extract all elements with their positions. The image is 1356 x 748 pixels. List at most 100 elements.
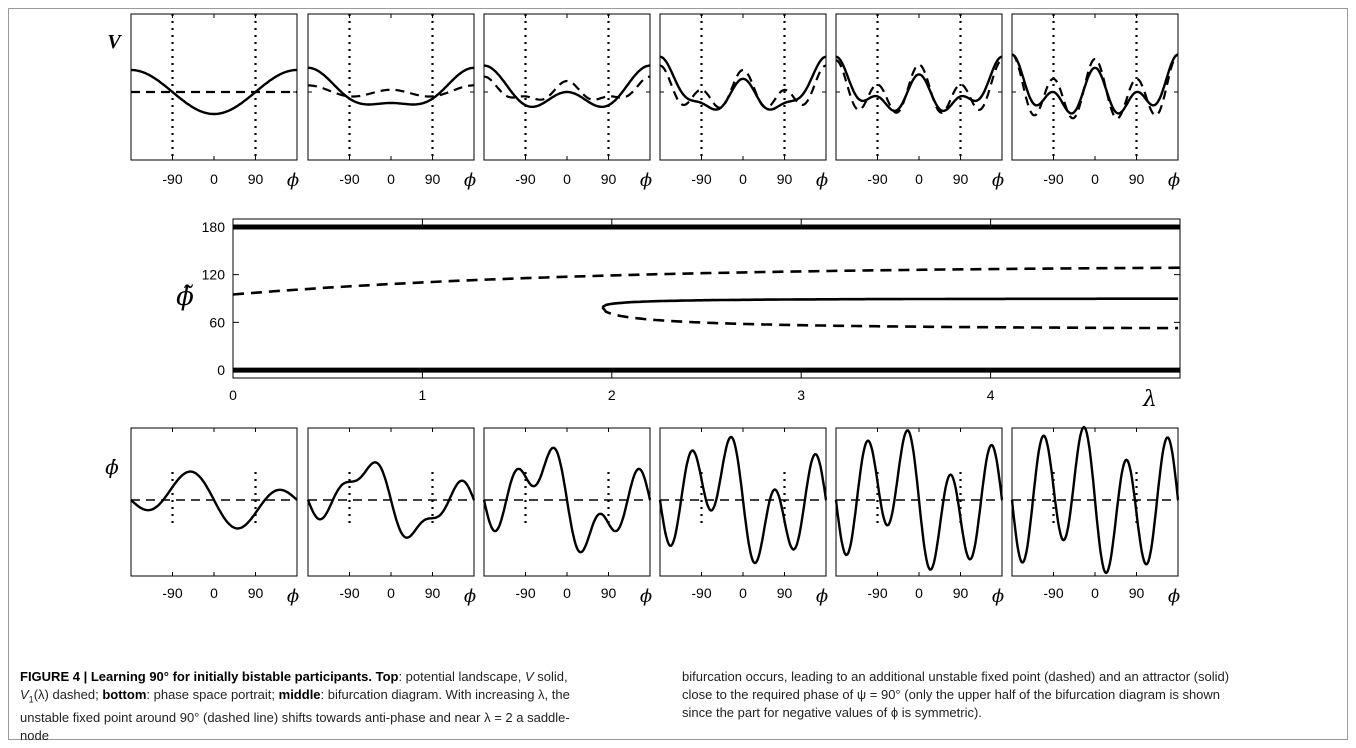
bottom-panel-curve — [1010, 425, 1180, 575]
top-panel-frame — [307, 13, 475, 161]
top-panel-curve-V — [659, 55, 827, 111]
top-tick-label: 0 — [915, 171, 923, 187]
figure-4: -90 0 90 ϕ -90 0 90 ϕ -90 0 90 ϕ -90 0 90 ϕ -90 0 90 ϕ -90 0 9… — [105, 13, 1181, 607]
caption-bottom-label: bottom — [102, 687, 147, 702]
bottom-panel-curve — [482, 446, 652, 554]
middle-x-tick-label: 3 — [797, 387, 805, 403]
caption-v1-sub: 1 — [28, 694, 34, 705]
bottom-x-label: ϕ — [1168, 586, 1180, 607]
middle-y-tick-label: 60 — [209, 314, 225, 330]
top-panel-curve-V — [1011, 53, 1179, 115]
middle-y-tick-label: 180 — [202, 219, 226, 235]
bifurcation-attractor — [601, 297, 1179, 309]
bottom-x-label: ϕ — [640, 586, 652, 607]
bifurcation-unstable-lower — [601, 306, 1179, 330]
top-tick-label: 0 — [210, 171, 218, 187]
top-panel-curve-V — [308, 66, 474, 106]
bottom-tick-label: 90 — [601, 585, 617, 601]
top-tick-label: 90 — [248, 171, 264, 187]
top-panel-frame — [130, 13, 298, 161]
top-tick-label: -90 — [162, 171, 182, 187]
top-tick-label: 90 — [425, 171, 441, 187]
bottom-tick-label: 90 — [953, 585, 969, 601]
bifurcation-unstable-upper — [232, 266, 1181, 296]
top-panel-frame — [835, 13, 1003, 161]
top-tick-label: -90 — [691, 171, 711, 187]
bottom-tick-label: 0 — [1091, 585, 1099, 601]
top-tick-label: -90 — [867, 171, 887, 187]
middle-y-tick-label: 0 — [217, 362, 225, 378]
top-tick-label: -90 — [1043, 171, 1063, 187]
top-x-label: ϕ — [287, 170, 299, 191]
bottom-tick-label: 0 — [739, 585, 747, 601]
caption-text: (λ) dashed; — [33, 687, 103, 702]
bottom-tick-label: 0 — [210, 585, 218, 601]
caption-v: V — [524, 669, 534, 684]
caption-text: : bifurcation diagram. With increasing λ… — [20, 687, 570, 743]
top-x-label: ϕ — [816, 170, 828, 191]
middle-y-label: ϕ̃ — [176, 282, 194, 312]
caption-left: FIGURE 4 | Learning 90° for initially bi… — [20, 668, 580, 745]
bottom-x-label: ϕ — [816, 586, 828, 607]
bottom-panel-curve — [130, 470, 298, 530]
middle-x-tick-label: 4 — [987, 387, 995, 403]
top-panel-curve-V1 — [483, 75, 651, 101]
caption-right: bifurcation occurs, leading to an additi… — [682, 669, 1230, 720]
bottom-panel-curve — [834, 429, 1004, 571]
bottom-x-label: ϕ — [992, 586, 1004, 607]
top-y-label: V — [107, 31, 122, 53]
top-panel-curve-V1 — [835, 59, 1003, 114]
top-tick-label: -90 — [339, 171, 359, 187]
top-tick-label: 90 — [601, 171, 617, 187]
top-tick-label: 90 — [1129, 171, 1145, 187]
bottom-tick-label: -90 — [339, 585, 359, 601]
top-x-label: ϕ — [464, 170, 476, 191]
top-panel-frame — [1011, 13, 1179, 161]
caption-figure-label: FIGURE 4 | Learning 90° for initially bi… — [20, 669, 372, 684]
middle-x-tick-label: 0 — [229, 387, 237, 403]
top-x-label: ϕ — [640, 170, 652, 191]
bottom-panel-curve — [658, 435, 828, 565]
bottom-x-label: ϕ — [464, 586, 476, 607]
middle-x-label: λ — [1142, 387, 1157, 412]
caption-text: : phase space portrait; — [146, 687, 279, 702]
bottom-tick-label: 90 — [248, 585, 264, 601]
bottom-panel-curve — [306, 461, 476, 539]
top-panel-curve-V1 — [659, 64, 827, 109]
top-tick-label: 0 — [563, 171, 571, 187]
top-tick-label: -90 — [515, 171, 535, 187]
top-tick-label: 90 — [953, 171, 969, 187]
top-tick-label: 90 — [777, 171, 793, 187]
bottom-tick-label: 0 — [915, 585, 923, 601]
figure-frame — [8, 8, 1348, 740]
middle-y-tick-label: 120 — [202, 267, 226, 283]
bottom-tick-label: 90 — [777, 585, 793, 601]
bottom-tick-label: -90 — [691, 585, 711, 601]
bottom-tick-label: -90 — [867, 585, 887, 601]
top-x-label: ϕ — [1168, 170, 1180, 191]
bottom-tick-label: -90 — [162, 585, 182, 601]
caption-top-label: Top — [375, 669, 399, 684]
top-panel-curve-V1 — [1011, 53, 1179, 120]
caption-text: solid, — [533, 669, 568, 684]
top-panel-curve-V1 — [308, 84, 474, 98]
middle-axes-frame — [232, 218, 1181, 379]
bottom-tick-label: 90 — [425, 585, 441, 601]
top-panel-curve-V — [131, 68, 297, 116]
bottom-tick-label: 0 — [563, 585, 571, 601]
top-tick-label: 0 — [1091, 171, 1099, 187]
bottom-tick-label: -90 — [1043, 585, 1063, 601]
top-tick-label: 0 — [739, 171, 747, 187]
bottom-tick-label: 0 — [387, 585, 395, 601]
caption-middle-label: middle — [278, 687, 321, 702]
top-panel-curve-V — [484, 64, 650, 108]
middle-x-tick-label: 1 — [419, 387, 427, 403]
caption-v1: V — [20, 687, 29, 702]
bottom-tick-label: -90 — [515, 585, 535, 601]
caption-text: : potential landscape, — [398, 669, 525, 684]
top-panel-curve-V — [835, 55, 1003, 113]
middle-x-tick-label: 2 — [608, 387, 616, 403]
top-panel-frame — [659, 13, 827, 161]
top-tick-label: 0 — [387, 171, 395, 187]
bottom-tick-label: 90 — [1129, 585, 1145, 601]
